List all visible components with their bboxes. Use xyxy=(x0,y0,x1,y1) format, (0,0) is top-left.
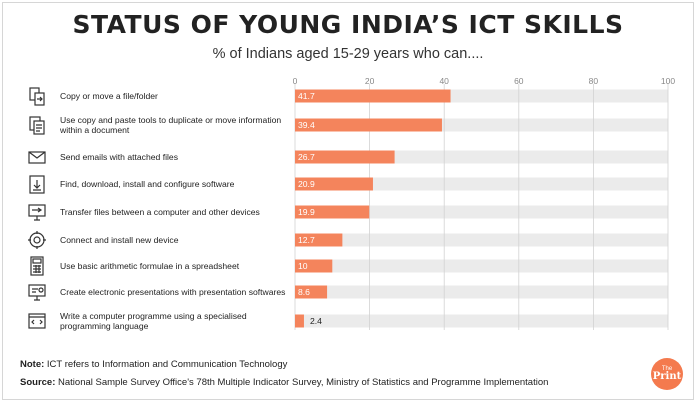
data-label: 19.9 xyxy=(298,207,315,217)
x-tick-label: 40 xyxy=(439,76,449,86)
category-label: Create electronic presentations with pre… xyxy=(60,287,285,297)
bar xyxy=(295,314,304,328)
gear-icon xyxy=(28,231,46,249)
x-tick-label: 20 xyxy=(365,76,375,86)
bar xyxy=(295,259,333,273)
data-label: 10 xyxy=(298,261,308,271)
copy-documents-icon xyxy=(29,116,45,135)
bar-track xyxy=(295,233,668,247)
category-label: Use copy and paste tools to duplicate or… xyxy=(59,115,281,135)
logo-bottom-text: Print xyxy=(652,371,682,382)
bar xyxy=(295,118,442,132)
bar xyxy=(295,285,328,299)
data-label: 41.7 xyxy=(298,91,315,101)
category-label: Copy or move a file/folder xyxy=(60,91,158,101)
data-label: 26.7 xyxy=(298,152,315,162)
source-text: National Sample Survey Office's 78th Mul… xyxy=(55,377,549,388)
bar xyxy=(295,177,373,191)
category-label: Connect and install new device xyxy=(60,235,179,245)
data-label: 12.7 xyxy=(298,235,315,245)
bar xyxy=(295,150,395,164)
code-window-icon xyxy=(28,313,46,329)
bar-track xyxy=(295,177,668,191)
footnote: Note: ICT refers to Information and Comm… xyxy=(20,359,287,370)
category-label: Find, download, install and configure so… xyxy=(60,179,235,189)
calculator-icon xyxy=(30,256,44,276)
bar-track xyxy=(295,259,668,273)
bar-track xyxy=(295,205,668,219)
category-label: Use basic arithmetic formulae in a sprea… xyxy=(60,261,240,271)
publisher-logo: The Print xyxy=(651,358,683,390)
bar xyxy=(295,233,343,247)
monitor-transfer-icon xyxy=(28,204,46,221)
note-label: Note: xyxy=(20,359,45,370)
email-attachment-icon xyxy=(28,151,46,164)
data-label: 8.6 xyxy=(298,287,310,297)
logo-top-text: The xyxy=(661,366,673,372)
bar-track xyxy=(295,314,668,328)
chart-title: STATUS OF YOUNG INDIA’S ICT SKILLS xyxy=(72,10,624,39)
category-label: Transfer files between a computer and ot… xyxy=(60,207,260,217)
file-transfer-icon xyxy=(29,87,45,106)
bar xyxy=(295,205,370,219)
data-label: 20.9 xyxy=(298,179,315,189)
download-icon xyxy=(29,175,45,194)
bar xyxy=(295,89,451,103)
data-label: 2.4 xyxy=(310,316,322,326)
x-tick-label: 0 xyxy=(293,76,298,86)
source-line: Source: National Sample Survey Office's … xyxy=(20,377,548,388)
chart-subtitle: % of Indians aged 15-29 years who can...… xyxy=(212,46,484,62)
source-label: Source: xyxy=(20,377,56,388)
note-text: ICT refers to Information and Communicat… xyxy=(44,359,288,370)
category-label: Send emails with attached files xyxy=(60,152,178,162)
bar-track xyxy=(295,285,668,299)
data-label: 39.4 xyxy=(298,120,315,130)
x-tick-label: 100 xyxy=(661,76,675,86)
x-tick-label: 60 xyxy=(514,76,524,86)
presentation-icon xyxy=(28,284,46,301)
x-tick-label: 80 xyxy=(589,76,599,86)
category-label: Write a computer programme using a speci… xyxy=(60,311,247,331)
